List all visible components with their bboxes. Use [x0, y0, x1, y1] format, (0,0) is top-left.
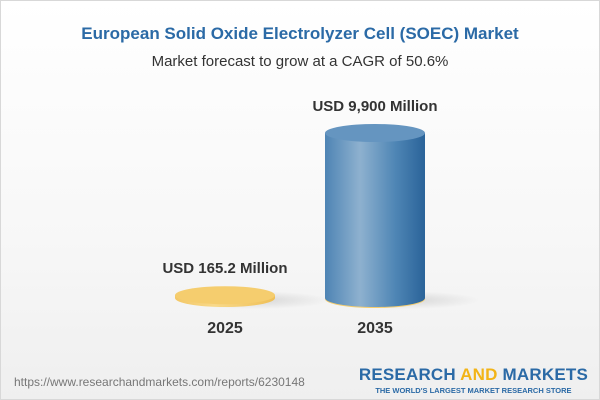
brand-logo: RESEARCH AND MARKETS THE WORLD'S LARGEST…	[358, 365, 588, 395]
bar-top	[325, 124, 425, 142]
chart-title: European Solid Oxide Electrolyzer Cell (…	[81, 24, 519, 43]
category-label: 2025	[207, 320, 243, 337]
category-label: 2035	[357, 320, 393, 337]
data-label: USD 165.2 Million	[162, 260, 287, 277]
source-url[interactable]: https://www.researchandmarkets.com/repor…	[14, 375, 305, 389]
bar-2035	[325, 133, 425, 307]
chart-subtitle: Market forecast to grow at a CAGR of 50.…	[151, 53, 449, 70]
data-label: USD 9,900 Million	[312, 98, 437, 115]
bar-top	[175, 286, 275, 305]
